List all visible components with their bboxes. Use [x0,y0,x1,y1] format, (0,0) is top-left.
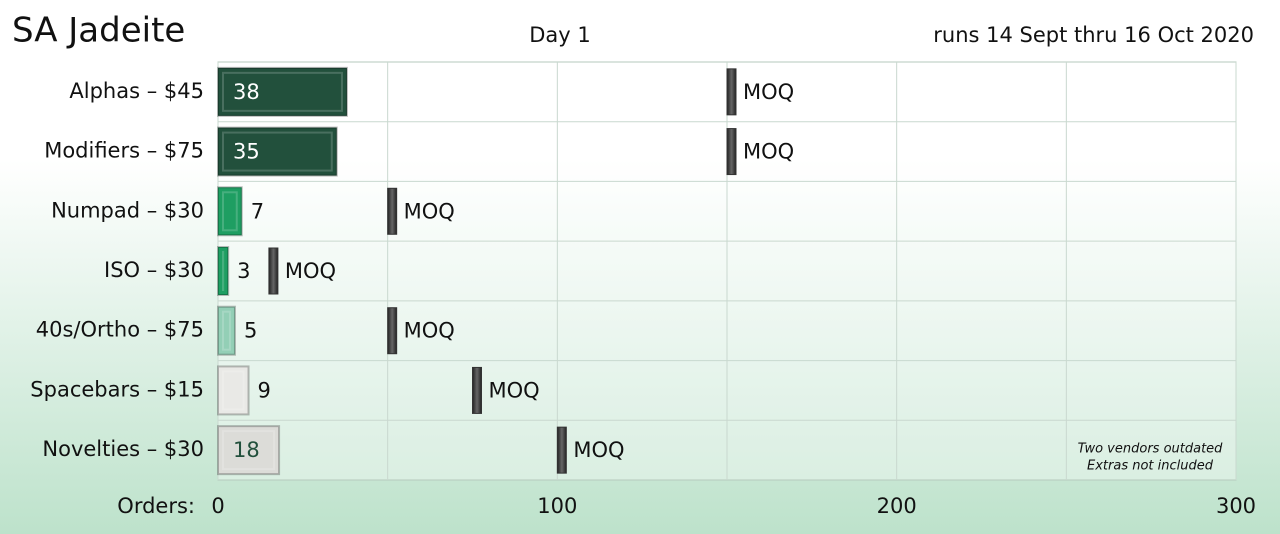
value-label: 38 [233,80,260,104]
y-tick-label: Spacebars – $15 [30,377,204,401]
bar [217,425,281,476]
y-tick-label: Novelties – $30 [42,437,204,461]
y-tick-label: Modifiers – $75 [44,139,204,163]
chart-title: SA Jadeite [12,11,185,51]
bar-bevel [222,191,238,232]
x-tick-label: 300 [1216,494,1256,518]
x-tick-label: 0 [211,494,224,518]
bar-bevel [222,310,231,351]
value-label: 9 [258,378,271,402]
moq-marker [726,128,737,176]
moq-marker [472,366,482,414]
value-label: 18 [233,438,260,462]
x-tick-label: 200 [877,494,917,518]
bar [217,305,236,356]
x-tick-label: 100 [537,494,577,518]
bar-bevel [222,370,245,411]
moq-marker [556,426,567,474]
bar [217,186,243,237]
value-label: 5 [244,319,257,343]
bar [217,126,338,177]
chart-subtitle: Day 1 [529,23,591,47]
value-label: 35 [233,140,260,164]
bar [217,365,250,416]
y-tick-label: Numpad – $30 [51,198,204,222]
bar [217,246,230,296]
annotation: Extras not included [1087,459,1214,474]
bar [217,66,348,117]
annotation: Two vendors outdated [1078,442,1224,457]
moq-marker [387,187,398,235]
moq-label: MOQ [404,319,455,343]
value-label: 3 [237,259,250,283]
y-tick-label: 40s/Ortho – $75 [36,318,204,342]
moq-label: MOQ [489,378,540,402]
moq-marker [726,68,737,116]
y-tick-label: Alphas – $45 [69,79,204,103]
moq-marker [387,307,398,355]
moq-label: MOQ [404,199,455,223]
moq-label: MOQ [285,259,336,283]
bar-bevel [222,430,276,471]
moq-label: MOQ [743,140,794,164]
y-tick-label: ISO – $30 [104,258,204,282]
moq-marker [268,247,279,295]
x-axis-label: Orders: [117,494,195,518]
bar-bevel [222,131,333,172]
moq-label: MOQ [743,80,794,104]
date-note: runs 14 Sept thru 16 Oct 2020 [933,23,1254,47]
moq-label: MOQ [573,438,624,462]
bar-bevel [222,71,343,112]
value-label: 7 [251,199,264,223]
